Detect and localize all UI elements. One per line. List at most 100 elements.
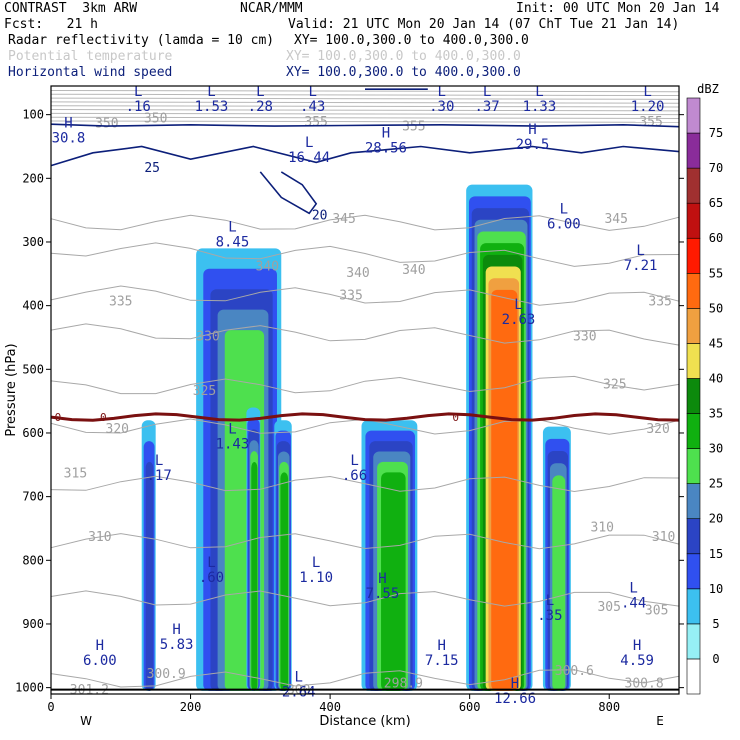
extremum-H-marker: H [382,125,390,141]
extremum-value: .17 [147,468,172,484]
extremum-L-marker: L [483,84,491,100]
colorbar-level-label: 10 [709,582,723,596]
wind-speed-label: 20 [312,209,328,224]
colorbar-level-label: 0 [712,652,719,666]
theta-label: 298.9 [384,677,423,692]
valid-time: Valid: 21 UTC Mon 20 Jan 14 (07 ChT Tue … [288,17,680,32]
extrema-layer: L.16L1.53L.28L.43L.30L.37L1.33L1.20H30.8… [52,84,665,707]
y-tick-label: 500 [22,362,44,376]
theta-label: 305 [597,600,620,615]
theta-label: 310 [591,521,614,536]
extremum-value: .60 [199,570,224,586]
theta-contour-330 [50,323,680,346]
east-label: E [656,714,664,728]
freezing-level-label: 0 [100,411,107,424]
model-name: CONTRAST 3km ARW [4,1,138,16]
theta-label: 340 [402,263,425,278]
extremum-L-marker: L [228,220,236,236]
reflectivity-cell-5-band-50 [491,289,518,691]
extremum-value: 6.00 [83,653,117,669]
colorbar-level-label: 60 [709,231,723,245]
y-tick-label: 200 [22,171,44,185]
extremum-value: 1.33 [523,99,557,115]
theta-label: 345 [604,212,627,227]
extremum-H-marker: H [528,122,536,138]
extremum-value: 1.43 [216,436,250,452]
x-tick-label: 0 [47,700,54,714]
colorbar-swatch [686,237,701,274]
field-xy-reflectivity: XY= 100.0,300.0 to 400.0,300.0 [294,33,529,48]
theta-upper-line [50,112,680,116]
theta-label: 340 [346,266,369,281]
y-tick-label: 100 [22,108,44,122]
extremum-L-marker: L [636,243,644,259]
field-xy-theta: XY= 100.0,300.0 to 400.0,300.0 [286,49,521,64]
extremum-value: 4.59 [620,653,654,669]
extremum-value: 7.21 [624,258,658,274]
extremum-H-marker: H [378,571,386,587]
colorbar-level-label: 40 [709,371,723,385]
extremum-value: .16 [126,99,151,115]
plot-frame [50,85,680,695]
colorbar-unit: dBZ [697,82,719,96]
extremum-value: 6.00 [547,217,581,233]
theta-label: 310 [652,530,675,545]
extremum-L-marker: L [155,453,163,469]
wind-speed-contour [259,171,318,215]
colorbar-swatch [686,448,701,484]
extremum-value: 30.8 [52,131,86,147]
field-name-reflectivity: Radar reflectivity (lamda = 10 cm) [8,33,275,48]
extremum-value: 7.15 [425,653,459,669]
theta-label: 300.8 [625,677,664,692]
colorbar-swatch [686,413,701,449]
extremum-L-marker: L [308,84,316,100]
extremum-value: 2.64 [282,685,316,701]
extremum-value: .30 [429,99,454,115]
center-name: NCAR/MMM [240,1,303,16]
theta-label: 330 [196,330,219,345]
theta-contour-300 [50,669,680,688]
forecast-hour: Fcst: 21 h [4,17,98,32]
theta-label: 325 [193,384,216,399]
extremum-L-marker: L [305,135,313,151]
theta-label: 350 [144,111,167,126]
freezing-level-label: 0 [55,411,62,424]
extremum-H-marker: H [96,638,104,654]
theta-label: 300.9 [147,667,186,682]
theta-upper-line [50,89,680,93]
reflectivity-layer [141,184,571,691]
extremum-L-marker: L [629,581,637,597]
theta-label: 355 [402,120,425,135]
extremum-value: 28.56 [365,140,407,156]
y-tick-label: 700 [22,490,44,504]
extremum-value: 5.83 [160,637,194,653]
theta-contour-310 [50,533,680,550]
extremum-H-marker: H [64,116,72,132]
theta-label: 320 [106,422,129,437]
extremum-value: 1.10 [299,570,333,586]
x-axis-label: Distance (km) [319,714,410,729]
theta-contour-325 [50,375,680,395]
extremum-value: 16.44 [288,150,330,166]
wind-speed-contour [50,123,680,128]
theta-upper-line [50,101,680,104]
colorbar-level-label: 25 [709,477,723,491]
theta-contour-340 [50,242,680,267]
theta-upper-line [50,109,680,112]
colorbar-level-label: 50 [709,301,723,315]
y-tick-label: 1000 [15,681,44,695]
colorbar-swatch [686,623,701,660]
colorbar-level-label: 45 [709,336,723,350]
extremum-H-marker: H [172,622,180,638]
theta-label: 335 [109,295,132,310]
colorbar-level-label: 20 [709,512,723,526]
theta-upper-line [50,105,680,108]
extremum-L-marker: L [312,555,320,571]
wind-speed-label: 25 [144,161,160,176]
x-tick-label: 400 [319,700,341,714]
reflectivity-cell-6-band-25 [552,475,566,691]
colorbar-swatch [686,518,701,555]
colorbar-level-label: 30 [709,442,723,456]
theta-label: 325 [603,377,626,392]
